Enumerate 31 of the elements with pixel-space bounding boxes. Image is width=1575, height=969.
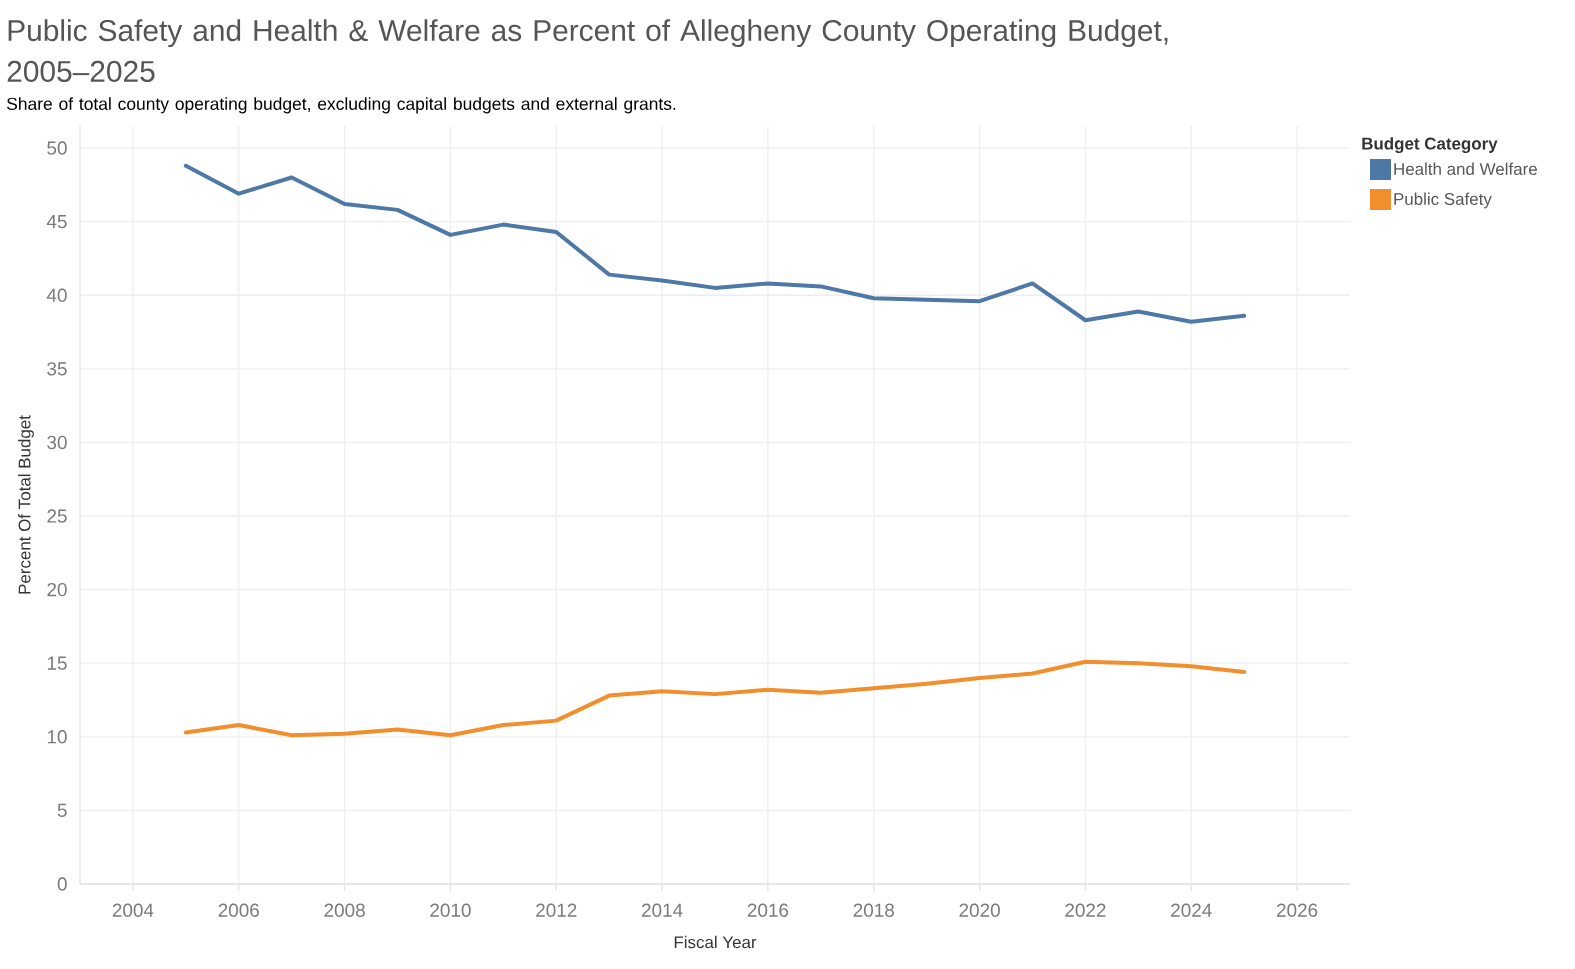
y-tick-label: 45 bbox=[46, 215, 67, 229]
x-tick-label: 2006 bbox=[218, 903, 259, 917]
x-tick-label: 2018 bbox=[853, 903, 894, 917]
x-tick-label: 2012 bbox=[536, 903, 577, 917]
y-tick-label: 50 bbox=[47, 141, 67, 155]
y-tick-label: 20 bbox=[47, 582, 67, 597]
chart-title: Public Safety and Health & Welfare as Percent of Allegheny County Operating Budget, 2005–2025 bbox=[7, 19, 1168, 82]
x-tick-label: 2020 bbox=[959, 903, 1000, 917]
x-tick-label: 2016 bbox=[747, 903, 789, 917]
legend-label: Public Safety bbox=[1394, 192, 1492, 209]
legend-title: Budget Category bbox=[1362, 137, 1498, 154]
x-axis-title: Fiscal Year bbox=[674, 935, 757, 949]
x-tick-label: 2004 bbox=[112, 903, 154, 917]
legend-label: Health and Welfare bbox=[1394, 162, 1537, 176]
chart-subtitle: Share of total county operating budget, excluding capital budgets and external grants. bbox=[7, 97, 676, 114]
y-tick-label: 15 bbox=[47, 656, 67, 670]
x-tick-label: 2014 bbox=[641, 903, 683, 917]
y-tick-label: 10 bbox=[47, 730, 67, 744]
y-tick-label: 35 bbox=[47, 362, 67, 376]
x-tick-label: 2022 bbox=[1065, 903, 1106, 917]
y-tick-label: 25 bbox=[47, 509, 67, 523]
x-tick-label: 2026 bbox=[1276, 903, 1318, 917]
x-tick-label: 2010 bbox=[430, 903, 471, 917]
y-tick-label: 5 bbox=[57, 803, 67, 818]
x-tick-label: 2008 bbox=[324, 903, 365, 917]
line-series bbox=[183, 659, 1247, 738]
y-tick-label: 40 bbox=[46, 288, 67, 302]
y-tick-label: 0 bbox=[57, 877, 67, 891]
x-tick-label: 2024 bbox=[1171, 903, 1212, 917]
y-tick-label: 30 bbox=[47, 435, 67, 450]
y-axis-title: Percent Of Total Budget bbox=[18, 415, 34, 594]
